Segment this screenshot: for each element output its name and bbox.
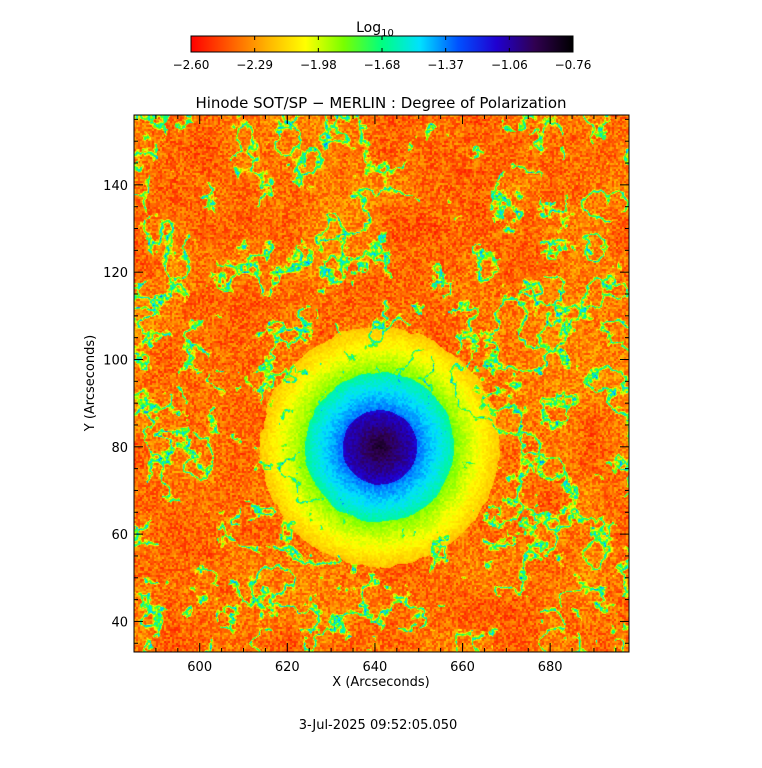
colorbar-title: Log10 [356,20,394,39]
colorbar-tick-label: −1.06 [491,58,528,72]
colorbar-ticks: −2.60 −2.29 −1.98 −1.68 −1.37 −1.06 −0.76 [173,36,592,72]
y-tick-label: 100 [103,353,128,368]
x-tick-label: 660 [450,660,475,675]
colorbar-tick-label: −2.60 [173,58,210,72]
colorbar-tick-label: −0.76 [555,58,592,72]
axis-ticks: 600 620 640 660 680 40 60 80 100 120 140 [103,115,629,675]
y-tick-label: 80 [111,441,128,456]
plot-frame [133,114,630,653]
x-tick-label: 640 [363,660,388,675]
timestamp: 3-Jul-2025 09:52:05.050 [299,718,458,733]
y-tick-label: 40 [111,615,128,630]
x-axis-label: X (Arcseconds) [332,675,429,690]
x-tick-label: 620 [275,660,300,675]
colorbar-tick-label: −2.29 [236,58,273,72]
chart-title: Hinode SOT/SP − MERLIN : Degree of Polar… [195,94,566,112]
colorbar-tick-label: −1.68 [364,58,401,72]
x-tick-label: 600 [187,660,212,675]
y-tick-label: 140 [103,179,128,194]
y-tick-label: 60 [111,528,128,543]
heatmap-image [134,115,629,652]
colorbar-tick-label: −1.37 [427,58,464,72]
colorbar: Log10 −2.60 −2.29 −1.98 −1.68 −1.37 −1.06 −0.7… [173,20,592,72]
y-axis-label: Y (Arcseconds) [83,335,98,432]
y-tick-label: 120 [103,266,128,281]
x-tick-label: 680 [538,660,563,675]
colorbar-tick-label: −1.98 [300,58,337,72]
